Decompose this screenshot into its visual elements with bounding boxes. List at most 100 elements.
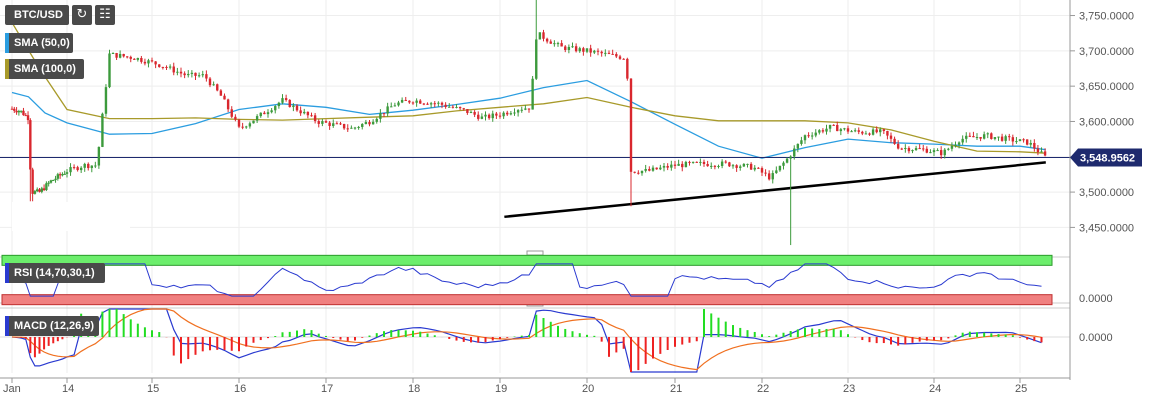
candle-body [553, 43, 556, 45]
candle-body [574, 46, 578, 52]
candle-body [853, 130, 857, 132]
candle-body [593, 50, 596, 53]
candle-body [328, 122, 331, 126]
candle-body [904, 147, 907, 149]
candle-body [462, 108, 465, 110]
candle-body [270, 110, 273, 113]
candle-body [118, 53, 122, 58]
candle-body [22, 110, 25, 116]
x-tick-label: 14 [62, 383, 74, 395]
candle-body [219, 90, 223, 96]
candle-body [789, 156, 792, 159]
candle-body [720, 161, 724, 166]
sma50-swatch [5, 33, 9, 53]
candle-body [753, 167, 756, 170]
candle-body [451, 106, 455, 108]
x-tick-label: 20 [582, 383, 594, 395]
rsi-swatch [5, 263, 9, 283]
candle-body [990, 133, 993, 139]
candle-body [97, 146, 101, 166]
candle-body [295, 105, 299, 111]
candle-body [821, 130, 825, 132]
refresh-icon[interactable]: ↻ [72, 5, 92, 25]
candle-body [549, 41, 552, 44]
candle-body [288, 99, 291, 108]
candle-body [324, 121, 328, 123]
candle-body [241, 126, 244, 128]
candle-body [629, 78, 633, 172]
candle-body [538, 32, 542, 40]
candle-body [929, 152, 932, 154]
candle-body [717, 165, 720, 167]
candle-body [61, 174, 64, 176]
x-tick-label: 24 [929, 383, 941, 395]
candle-body [889, 135, 893, 139]
candle-body [535, 39, 538, 79]
bar-chart-icon[interactable]: ☷ [95, 5, 115, 25]
candle-body [104, 87, 108, 114]
candle-body [793, 148, 796, 157]
symbol-tag[interactable]: BTC/USD [5, 5, 69, 25]
candle-body [190, 72, 194, 74]
candle-body [87, 163, 90, 169]
candle-body [498, 115, 502, 117]
candle-body [150, 60, 154, 62]
x-tick-label: 19 [495, 383, 507, 395]
candle-body [825, 128, 828, 132]
candle-body [684, 161, 688, 168]
candle-body [158, 64, 161, 67]
candle-body [828, 124, 832, 129]
macd-line [11, 308, 1042, 373]
rsi-overbought-band [1, 254, 1053, 266]
candle-body [230, 109, 233, 117]
sma50-legend[interactable]: SMA (50,0) [5, 33, 73, 53]
candle-body [255, 116, 259, 121]
candle-body [818, 130, 821, 133]
candle-body [618, 56, 622, 59]
candle-body [571, 46, 574, 48]
x-tick-label: 15 [147, 383, 159, 395]
candle-body [662, 165, 666, 168]
candle-body [350, 127, 353, 129]
candle-body [426, 103, 429, 105]
candle-body [527, 108, 531, 110]
current-price-tag [1070, 148, 1142, 167]
candle-body [782, 162, 785, 166]
sma100-legend[interactable]: SMA (100,0) [5, 59, 84, 79]
candle-body [659, 167, 662, 170]
candle-body [596, 50, 600, 52]
candle-body [578, 48, 581, 52]
pane-splitter-0 [526, 250, 544, 256]
candle-body [422, 103, 426, 105]
candle-body [778, 165, 782, 171]
candle-body [567, 46, 571, 50]
candle-body [582, 48, 585, 52]
rsi-zero-label: 0.0000 [1079, 293, 1113, 305]
rsi-legend[interactable]: RSI (14,70,30,1) [5, 263, 105, 283]
candle-body [868, 133, 871, 135]
candle-body [767, 173, 771, 180]
candle-body [626, 58, 629, 79]
x-tick-label: Jan [3, 383, 21, 395]
candle-body [90, 165, 93, 169]
candle-body [19, 110, 23, 112]
candle-body [731, 165, 735, 167]
candle-body [607, 52, 611, 54]
candle-body [168, 66, 172, 68]
candle-body [651, 167, 655, 171]
candle-body [681, 163, 684, 168]
axis-labels: 3,750.0000 3,700.0000 3,650.0000 3,600.0000… [3, 11, 1142, 395]
y-tick-label: 3,750.0000 [1079, 11, 1134, 23]
candle-body [58, 174, 62, 176]
candle-body [939, 150, 943, 156]
macd-legend[interactable]: MACD (12,26,9) [5, 316, 99, 336]
candle-body [47, 182, 50, 184]
candle-body [129, 56, 132, 59]
candle-body [839, 129, 843, 132]
candle-body [201, 74, 204, 76]
candle-body [1004, 136, 1007, 141]
candle-body [448, 106, 451, 108]
x-tick-label: 17 [321, 383, 333, 395]
candle-body [234, 116, 237, 120]
